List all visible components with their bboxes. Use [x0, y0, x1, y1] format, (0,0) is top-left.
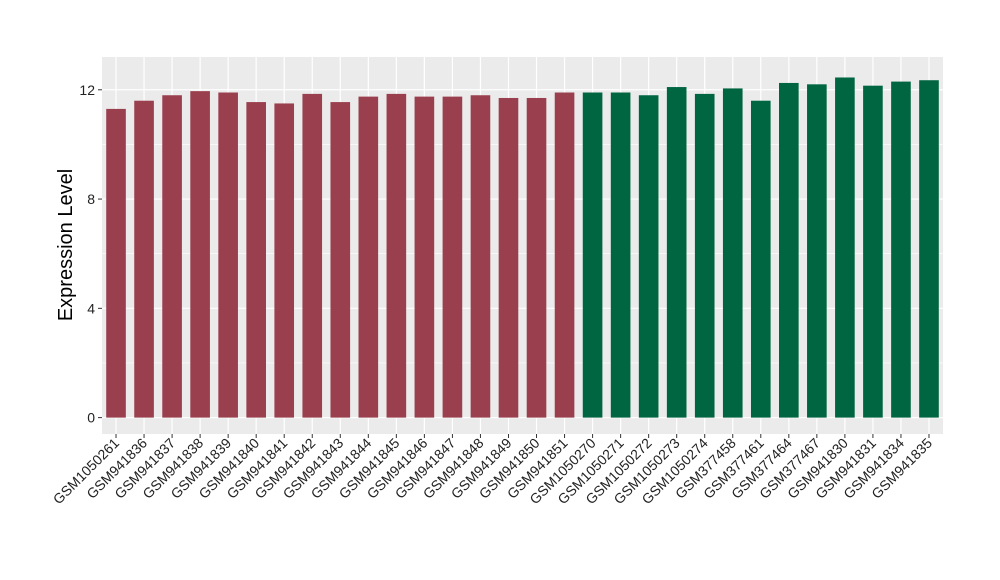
bar — [779, 82, 799, 418]
bar — [498, 97, 519, 418]
bar — [835, 77, 855, 418]
bar — [218, 92, 238, 418]
bar — [694, 93, 715, 418]
bar — [246, 102, 266, 418]
y-axis-title: Expression Level — [55, 169, 77, 321]
bar — [442, 96, 463, 418]
bar — [666, 87, 687, 418]
bars — [106, 77, 939, 418]
bar — [274, 103, 295, 418]
bar — [162, 95, 182, 418]
bar — [106, 108, 126, 418]
bar — [302, 93, 323, 418]
bar — [582, 92, 603, 418]
x-axis: GSM1050261GSM941836GSM941837GSM941838GSM… — [50, 434, 935, 507]
bar — [358, 96, 379, 418]
bar — [863, 85, 883, 418]
bar — [330, 102, 351, 418]
bar — [807, 84, 827, 418]
bar — [722, 88, 743, 418]
plot-panel — [102, 57, 943, 434]
bar — [470, 95, 491, 418]
bar — [891, 81, 911, 418]
bar — [414, 96, 435, 418]
y-axis: 0 4 8 12 — [79, 82, 102, 426]
bar — [638, 95, 659, 418]
bar — [386, 93, 407, 418]
bar — [134, 100, 154, 418]
y-tick-label: 12 — [79, 82, 95, 98]
y-tick-label: 8 — [87, 191, 95, 207]
bar — [750, 100, 771, 418]
bar — [554, 92, 575, 418]
y-tick-label: 4 — [87, 300, 95, 316]
bar — [526, 97, 547, 418]
bar — [919, 80, 939, 418]
bar — [190, 91, 210, 418]
y-tick-label: 0 — [87, 410, 95, 426]
bar — [610, 92, 631, 418]
